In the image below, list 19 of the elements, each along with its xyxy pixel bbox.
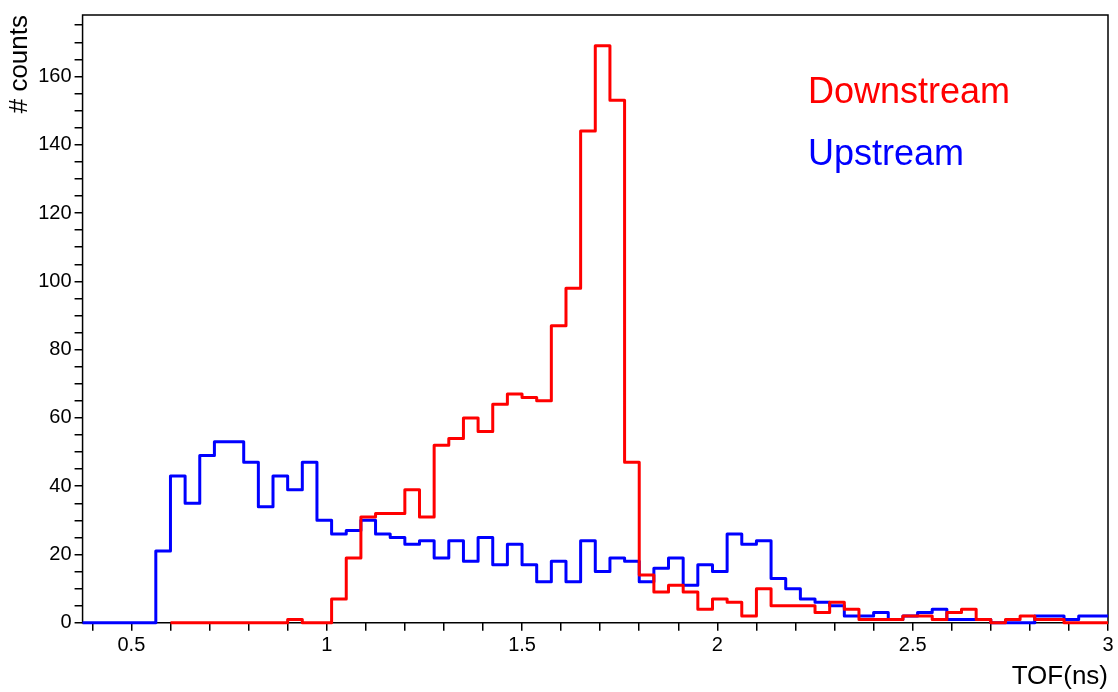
- x-tick-label: 2.5: [898, 633, 927, 656]
- y-tick-label: 160: [38, 63, 72, 86]
- y-tick-label: 140: [38, 132, 72, 155]
- x-tick-label: 1: [321, 633, 333, 656]
- text: Upstream: [808, 131, 965, 173]
- text: Downstream: [808, 69, 1011, 111]
- x-tick-label: 0.5: [117, 633, 146, 656]
- y-tick-label: 120: [38, 200, 72, 223]
- y-tick-label: 20: [49, 542, 72, 565]
- y-tick-label: 80: [49, 337, 72, 360]
- y-axis-title: # counts: [2, 15, 33, 114]
- y-tick-label: 0: [60, 610, 72, 633]
- x-tick-label: 1.5: [508, 633, 536, 656]
- y-tick-label: 40: [49, 473, 72, 496]
- y-tick-label: 100: [38, 268, 72, 291]
- y-tick-label: 60: [49, 405, 72, 428]
- x-axis-title: TOF(ns): [1011, 659, 1108, 690]
- x-tick-label: 2: [711, 633, 723, 656]
- x-tick-label: 3: [1102, 633, 1114, 656]
